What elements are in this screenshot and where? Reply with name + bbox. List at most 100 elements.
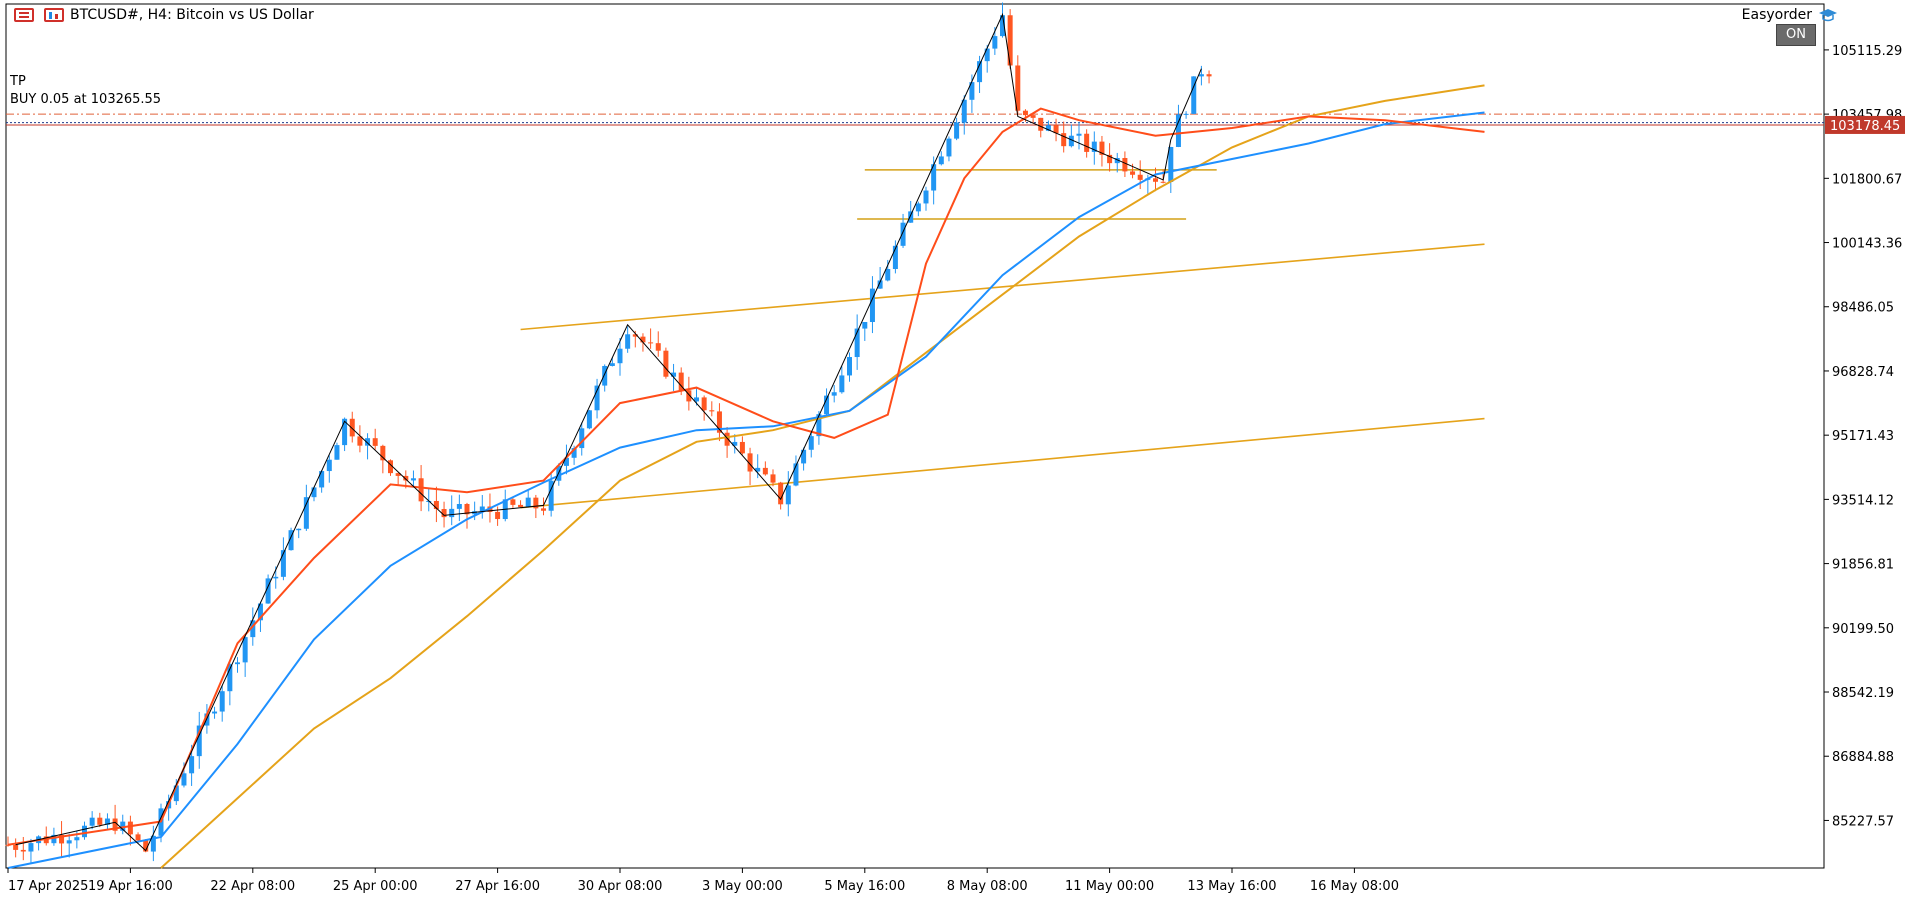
candle-body <box>1084 133 1090 152</box>
candle-body <box>747 453 753 472</box>
candle-body <box>1022 110 1028 116</box>
candle-body <box>380 445 386 461</box>
candle-body <box>212 711 218 714</box>
candle-body <box>280 550 286 577</box>
candle-body <box>20 849 26 852</box>
candle-body <box>479 506 485 512</box>
time-label: 19 Apr 16:00 <box>88 879 173 894</box>
candle-body <box>219 691 225 712</box>
candle-body <box>739 441 745 454</box>
time-label: 8 May 08:00 <box>947 879 1028 894</box>
candle-body <box>1122 158 1128 172</box>
candle-body <box>28 843 34 852</box>
candle-body <box>1076 133 1082 136</box>
candle-body <box>1007 15 1013 66</box>
time-label: 27 Apr 16:00 <box>455 879 540 894</box>
price-label: 93514.12 <box>1832 493 1894 508</box>
candle-body <box>403 475 409 481</box>
expert-status-button[interactable]: ON <box>1776 24 1816 46</box>
ema-fast-line <box>7 107 1485 846</box>
candle-body <box>1099 141 1105 155</box>
candle-body <box>365 438 371 446</box>
hamburger-menu-icon[interactable] <box>14 8 34 22</box>
candle-body <box>625 334 631 349</box>
candle-body <box>288 530 294 551</box>
candle-body <box>418 478 424 502</box>
candle-body <box>13 844 19 850</box>
candle-body <box>762 467 768 475</box>
candle-body <box>663 350 669 377</box>
candle-body <box>694 397 699 402</box>
candle-body <box>89 817 95 826</box>
candle-body <box>900 222 906 246</box>
candle-body <box>1045 125 1051 131</box>
candle-body <box>586 410 592 429</box>
candle-body <box>410 478 416 481</box>
candle-body <box>655 343 661 351</box>
candle-body <box>1061 133 1067 147</box>
candle-body <box>862 322 868 329</box>
candle-body <box>946 138 952 157</box>
candle-body <box>456 504 462 509</box>
candle-body <box>196 725 202 757</box>
candle-body <box>977 61 983 83</box>
price-label: 95171.43 <box>1832 429 1894 444</box>
candle-body <box>104 818 110 825</box>
candle-body <box>602 365 608 386</box>
candle-body <box>303 497 309 529</box>
chart-window-icon[interactable] <box>44 8 64 22</box>
candle-body <box>816 414 822 437</box>
candle-body <box>678 372 684 391</box>
candle-body <box>525 497 531 508</box>
candle-body <box>1114 158 1120 164</box>
candle-body <box>227 664 233 692</box>
candle-body <box>235 662 240 665</box>
graduation-cap-icon[interactable] <box>1818 8 1838 22</box>
ema-mid-line <box>7 111 1485 869</box>
candle-body <box>342 418 348 446</box>
candle-body <box>724 432 730 446</box>
candle-body <box>334 445 340 460</box>
candle-body <box>571 448 577 458</box>
candle-body <box>97 817 103 825</box>
zigzag-line <box>15 12 1202 852</box>
candle-body <box>311 487 317 498</box>
buy-order-label[interactable]: BUY 0.05 at 103265.55 <box>10 92 162 107</box>
time-label: 16 May 08:00 <box>1310 879 1399 894</box>
candle-body <box>5 844 11 846</box>
candle-body <box>143 840 149 852</box>
candle-body <box>181 773 187 786</box>
candle-body <box>1091 141 1097 152</box>
candle-body <box>464 504 470 515</box>
candle-body <box>931 164 937 191</box>
candle-body <box>801 449 807 464</box>
channel-lower-line <box>520 417 1485 509</box>
time-label: 30 Apr 08:00 <box>578 879 663 894</box>
candle-body <box>173 785 179 802</box>
candle-body <box>885 268 891 281</box>
candle-body <box>59 834 65 844</box>
candle-body <box>869 288 875 323</box>
time-label: 13 May 16:00 <box>1187 879 1276 894</box>
candle-body <box>357 436 363 446</box>
candle-body <box>449 508 455 518</box>
candle-body <box>548 480 554 511</box>
price-label: 105115.29 <box>1832 44 1902 59</box>
candle-body <box>1038 117 1044 131</box>
candle-body <box>648 342 654 344</box>
candle-body <box>824 395 830 415</box>
candle-body <box>150 835 156 852</box>
candle-body <box>250 620 256 638</box>
candle-body <box>189 756 195 774</box>
time-label: 25 Apr 00:00 <box>333 879 418 894</box>
price-label: 86884.88 <box>1832 750 1894 765</box>
price-label: 101800.67 <box>1832 172 1902 187</box>
candle-body <box>51 834 57 844</box>
candle-body <box>112 818 118 831</box>
candle-body <box>854 328 860 358</box>
candle-body <box>273 576 279 579</box>
tp-label: TP <box>10 74 26 89</box>
candle-body <box>1107 154 1113 164</box>
